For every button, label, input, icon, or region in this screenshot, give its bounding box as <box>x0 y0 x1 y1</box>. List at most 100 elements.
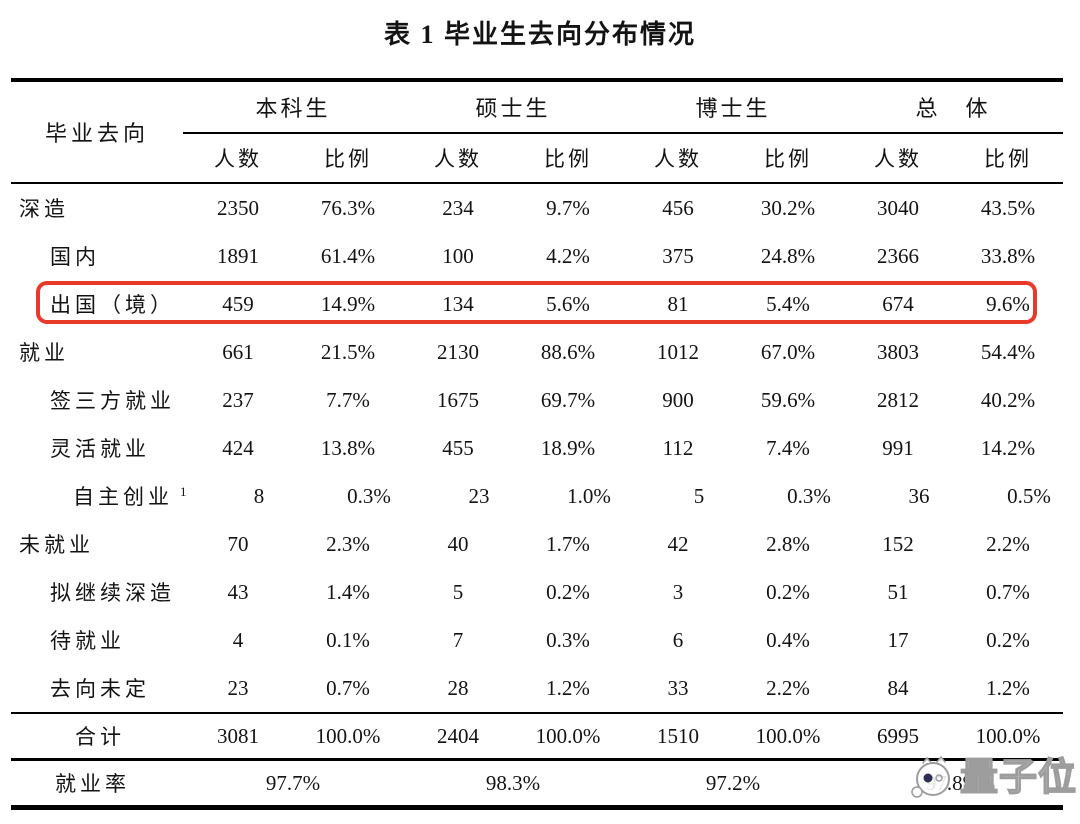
value-cell: 100.0% <box>315 723 381 748</box>
value-cell: 13.8% <box>320 435 376 460</box>
value-cell: 69.7% <box>540 387 596 412</box>
value-cell: 40 <box>447 531 469 556</box>
value-cell: 0.4% <box>766 627 810 652</box>
value-cell: 4 <box>232 627 244 652</box>
table-row: 拟继续深造 43 1.4% 5 0.2% 3 0.2% 51 0.7% <box>11 568 1063 616</box>
value-cell: 2130 <box>437 339 479 364</box>
value-cell: 237 <box>222 387 254 412</box>
value-cell: 1012 <box>657 339 699 364</box>
value-cell: 456 <box>662 195 694 220</box>
value-cell: 0.7% <box>986 579 1030 604</box>
table-row: 未就业 70 2.3% 40 1.7% 42 2.8% 152 2.2% <box>11 520 1063 568</box>
row-label-text: 签三方就业 <box>50 389 175 413</box>
value-cell: 0.7% <box>326 675 370 700</box>
value-cell: 661 <box>222 339 254 364</box>
value-cell: 7.4% <box>766 435 810 460</box>
value-cell: 1891 <box>217 243 259 268</box>
row-label: 自主创业 1 <box>11 481 187 511</box>
value-cell: 36 <box>908 483 930 508</box>
value-cell: 14.9% <box>320 291 376 316</box>
value-cell: 24.8% <box>760 243 816 268</box>
value-cell: 674 <box>882 291 914 316</box>
value-cell: 18.9% <box>540 435 596 460</box>
value-cell: 0.5% <box>1007 483 1051 508</box>
value-cell: 61.4% <box>320 243 376 268</box>
value-cell: 5.4% <box>766 291 810 316</box>
value-cell: 2366 <box>877 243 919 268</box>
table-row: 去向未定 23 0.7% 28 1.2% 33 2.2% 84 1.2% <box>11 664 1063 712</box>
row-label-text: 国内 <box>50 245 100 269</box>
row-label: 未就业 <box>11 529 183 559</box>
row-label: 拟继续深造 <box>11 577 183 607</box>
group-header: 硕士生 <box>475 96 551 121</box>
qbitai-watermark: 量子位 <box>904 749 1077 807</box>
value-cell: 43.5% <box>980 195 1036 220</box>
value-cell: 100.0% <box>535 723 601 748</box>
value-cell: 0.2% <box>546 579 590 604</box>
table-row: 国内 1891 61.4% 100 4.2% 375 24.8% 2366 33.8% <box>11 232 1063 280</box>
value-cell: 0.2% <box>986 627 1030 652</box>
value-cell: 459 <box>222 291 254 316</box>
group-header: 博士生 <box>695 96 771 121</box>
total-divider <box>11 712 1063 714</box>
value-cell: 1675 <box>437 387 479 412</box>
value-cell: 8 <box>253 483 265 508</box>
value-cell: 424 <box>222 435 254 460</box>
header-bottom-rule <box>11 182 1063 184</box>
value-cell: 2.8% <box>766 531 810 556</box>
row-label-text: 合计 <box>75 725 125 749</box>
group-header: 总 体 <box>915 96 991 121</box>
value-cell: 112 <box>662 435 694 460</box>
table-row: 自主创业 1 8 0.3% 23 1.0% 5 0.3% 36 0.5% <box>11 472 1063 520</box>
value-cell: 81 <box>667 291 689 316</box>
value-cell: 234 <box>442 195 474 220</box>
row-label-text: 自主创业 <box>73 485 173 509</box>
value-cell: 88.6% <box>540 339 596 364</box>
value-cell: 1.0% <box>567 483 611 508</box>
subheader-cell: 比例 <box>764 147 812 171</box>
subheader-cell: 人数 <box>874 147 922 171</box>
value-cell: 3081 <box>217 723 259 748</box>
qbitai-logo-icon <box>911 755 950 798</box>
value-cell: 33.8% <box>980 243 1036 268</box>
group-header-row: 本科生 硕士生 博士生 总 体 <box>11 82 1063 132</box>
value-cell: 76.3% <box>320 195 376 220</box>
value-cell: 6995 <box>877 723 919 748</box>
value-cell: 67.0% <box>760 339 816 364</box>
row-label: 出国（境） <box>11 289 183 319</box>
value-cell: 5.6% <box>546 291 590 316</box>
value-cell: 6 <box>672 627 684 652</box>
subheader-cell: 比例 <box>324 147 372 171</box>
row-label-text: 深造 <box>19 197 69 221</box>
row-label: 灵活就业 <box>11 433 183 463</box>
table-row: 灵活就业 424 13.8% 455 18.9% 112 7.4% 991 14.2% <box>11 424 1063 472</box>
value-cell: 455 <box>442 435 474 460</box>
value-cell: 9.7% <box>546 195 590 220</box>
total-row-holder: 合计 3081 100.0% 2404 100.0% 1510 100.0% 6995 100… <box>11 714 1063 758</box>
corner-header: 毕业去向 <box>44 121 149 146</box>
value-cell: 14.2% <box>980 435 1036 460</box>
employment-rate-value: 98.3% <box>485 770 541 795</box>
subheader-row: 人数 比例 人数 比例 人数 比例 人数 比例 <box>11 134 1063 182</box>
top-rule <box>11 78 1063 82</box>
value-cell: 0.3% <box>787 483 831 508</box>
value-cell: 84 <box>887 675 909 700</box>
row-label-text: 拟继续深造 <box>50 581 175 605</box>
subheader-cell: 人数 <box>434 147 482 171</box>
value-cell: 2404 <box>437 723 479 748</box>
value-cell: 2.2% <box>766 675 810 700</box>
value-cell: 42 <box>667 531 689 556</box>
table-row: 深造 2350 76.3% 234 9.7% 456 30.2% 3040 43.5% <box>11 184 1063 232</box>
row-label-text: 待就业 <box>50 629 125 653</box>
value-cell: 5 <box>693 483 705 508</box>
value-cell: 33 <box>667 675 689 700</box>
value-cell: 100 <box>442 243 474 268</box>
value-cell: 1.2% <box>986 675 1030 700</box>
value-cell: 0.1% <box>326 627 370 652</box>
value-cell: 3 <box>672 579 684 604</box>
subheader-cell: 人数 <box>214 147 262 171</box>
value-cell: 54.4% <box>980 339 1036 364</box>
bottom-rule <box>11 805 1063 810</box>
value-cell: 30.2% <box>760 195 816 220</box>
